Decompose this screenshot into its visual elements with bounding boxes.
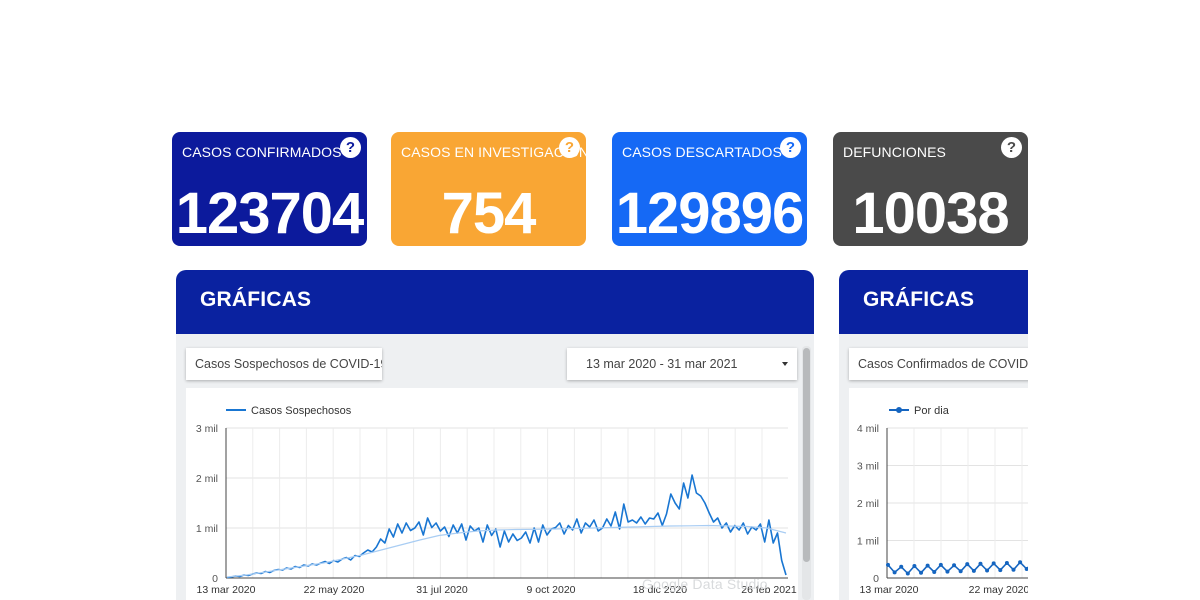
data-point (945, 569, 950, 574)
y-tick-label: 3 mil (857, 461, 879, 473)
scrollbar-thumb[interactable] (803, 348, 810, 562)
data-point (938, 562, 943, 567)
data-point (1024, 567, 1028, 571)
discarded-cases-label: CASOS DESCARTADOS (622, 144, 782, 160)
confirmed-cases-chart-svg: 0 1 mil 2 mil 3 mil 4 mil 13 mar 2020 22 may 2… (857, 405, 1028, 596)
data-point (1018, 560, 1023, 565)
x-tick-label: 13 mar 2020 (860, 584, 919, 596)
x-tick-label: 13 mar 2020 (197, 584, 256, 596)
confirmed-cases-card: CASOS CONFIRMADOS ? 123704 (172, 132, 367, 246)
data-point (892, 570, 897, 575)
data-point (899, 564, 904, 569)
discarded-cases-value: 129896 (615, 181, 805, 246)
deaths-card: DEFUNCIONES ? 10038 (833, 132, 1028, 246)
x-tick-label: 22 may 2020 (304, 584, 365, 596)
deaths-value: 10038 (852, 181, 1009, 246)
data-point (958, 569, 963, 574)
suspected-cases-chart-svg: 0 1 mil 2 mil 3 mil 13 mar 2020 22 may 2020 31… (196, 405, 797, 596)
suspected-cases-chart: 0 1 mil 2 mil 3 mil 13 mar 2020 22 may 2020 31… (186, 388, 798, 600)
discarded-cases-card: CASOS DESCARTADOS ? 129896 (612, 132, 807, 246)
data-point (886, 562, 890, 567)
data-point (952, 563, 957, 568)
y-tick-label: 1 mil (857, 536, 879, 548)
data-point (985, 568, 990, 573)
data-point (998, 568, 1003, 573)
data-point (905, 571, 910, 576)
chart-selector-2[interactable]: Casos Confirmados de COVID-19 (849, 348, 1028, 380)
x-tick-label: 18 dic 2020 (633, 584, 687, 596)
y-tick-label: 2 mil (857, 498, 879, 510)
charts-panel-header: GRÁFICAS (176, 270, 814, 334)
date-range-picker[interactable]: 13 mar 2020 - 31 mar 2021 (567, 348, 797, 380)
caret-down-icon (782, 362, 788, 366)
x-tick-label: 31 jul 2020 (416, 584, 468, 596)
data-point (991, 561, 996, 566)
charts-panel-header-2: GRÁFICAS (839, 270, 1028, 334)
y-tick-label: 3 mil (196, 423, 218, 435)
data-point (912, 564, 917, 568)
chart-selector[interactable]: Casos Sospechosos de COVID-19 (186, 348, 382, 380)
data-point (978, 561, 983, 566)
scrollbar-track[interactable] (802, 346, 811, 600)
x-tick-label: 26 feb 2021 (741, 584, 797, 596)
data-point (971, 568, 976, 573)
deaths-label: DEFUNCIONES (843, 144, 946, 160)
y-tick-label: 0 (212, 573, 218, 585)
charts-panel-body: Casos Sospechosos de COVID-19 13 mar 202… (176, 334, 814, 600)
y-tick-label: 2 mil (196, 473, 218, 485)
under-investigation-label: CASOS EN INVESTIGACIÓN (401, 144, 586, 160)
y-tick-label: 1 mil (196, 523, 218, 535)
chart-selector-label-2: Casos Confirmados de COVID-19 (858, 357, 1028, 371)
help-icon[interactable]: ? (559, 137, 580, 158)
panel-title: GRÁFICAS (200, 288, 312, 311)
help-icon[interactable]: ? (780, 137, 801, 158)
date-range-label: 13 mar 2020 - 31 mar 2021 (586, 357, 738, 371)
series-line (226, 474, 787, 579)
charts-panel-body-2: Casos Confirmados de COVID-19 0 1 mil 2 mi… (839, 334, 1028, 600)
confirmed-cases-label: CASOS CONFIRMADOS (182, 144, 342, 160)
help-icon[interactable]: ? (1001, 137, 1022, 158)
y-tick-label: 0 (873, 573, 879, 585)
under-investigation-value: 754 (441, 181, 537, 246)
legend-label: Por dia (914, 405, 950, 417)
data-point (932, 570, 937, 574)
data-point (1011, 567, 1016, 572)
y-tick-label: 4 mil (857, 423, 879, 435)
data-point (1004, 561, 1009, 565)
watermark: Google Data Studio (642, 576, 768, 592)
help-icon[interactable]: ? (340, 137, 361, 158)
legend-marker (896, 407, 902, 413)
panel-title-2: GRÁFICAS (863, 288, 975, 311)
x-tick-label: 9 oct 2020 (526, 584, 575, 596)
series-line (226, 524, 787, 578)
data-point (919, 570, 924, 575)
x-tick-label: 22 may 2020 (969, 584, 1028, 596)
confirmed-cases-value: 123704 (175, 181, 365, 246)
under-investigation-card: CASOS EN INVESTIGACIÓN ? 754 (391, 132, 586, 246)
legend-label: Casos Sospechosos (251, 405, 352, 417)
data-point (965, 562, 970, 567)
dashboard: CASOS CONFIRMADOS ? 123704 CASOS EN INVE… (172, 132, 1028, 600)
data-point (925, 563, 930, 568)
chart-selector-label: Casos Sospechosos de COVID-19 (195, 357, 382, 371)
confirmed-cases-chart: 0 1 mil 2 mil 3 mil 4 mil 13 mar 2020 22 may 2… (849, 388, 1028, 600)
